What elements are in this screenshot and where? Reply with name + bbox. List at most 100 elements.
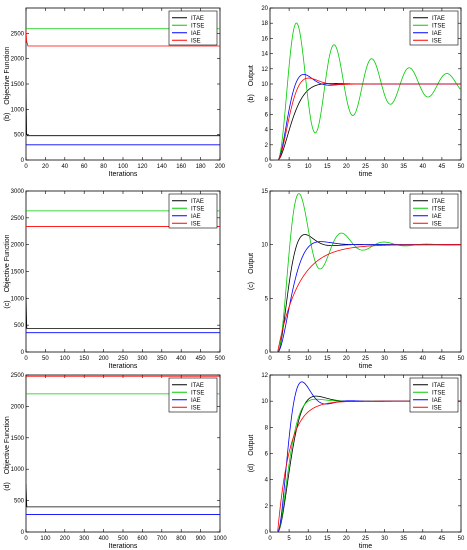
y-axis-label: (b) Output bbox=[248, 65, 255, 103]
y-tick-label: 1500 bbox=[11, 82, 25, 88]
panel-letter: (c) bbox=[4, 300, 11, 308]
y-tick-label: 4 bbox=[265, 478, 269, 484]
panel-letter: (d) bbox=[4, 482, 11, 491]
legend-label: ISE bbox=[432, 38, 442, 44]
legend-box bbox=[409, 193, 459, 229]
legend-label: ISE bbox=[191, 405, 201, 411]
legend-label: IAE bbox=[432, 398, 442, 404]
legend-label: IAE bbox=[432, 31, 442, 37]
y-tick-label: 0 bbox=[265, 350, 269, 356]
x-tick-label: 250 bbox=[118, 356, 129, 362]
legend-box bbox=[168, 193, 218, 229]
y-axis-label: (c) Output bbox=[248, 253, 255, 290]
y-tick-label: 12 bbox=[261, 67, 268, 73]
legend-box bbox=[168, 377, 218, 413]
x-tick-label: 20 bbox=[343, 536, 350, 542]
y-tick-label: 8 bbox=[265, 425, 269, 431]
x-axis-label: Iterations bbox=[109, 363, 138, 370]
x-tick-label: 160 bbox=[176, 164, 187, 170]
y-tick-label: 15 bbox=[261, 189, 268, 195]
x-tick-label: 35 bbox=[400, 164, 407, 170]
legend-box bbox=[168, 10, 218, 46]
x-tick-label: 0 bbox=[268, 164, 272, 170]
y-axis-title: Output bbox=[248, 65, 255, 86]
x-tick-label: 700 bbox=[157, 536, 168, 542]
y-tick-label: 2500 bbox=[11, 216, 25, 222]
legend-label: ITSE bbox=[191, 390, 204, 396]
x-axis-label: time bbox=[359, 171, 372, 178]
x-tick-label: 200 bbox=[99, 356, 110, 362]
y-tick-label: 0 bbox=[21, 530, 25, 536]
series-line-itae bbox=[26, 89, 220, 137]
legend-label: ISE bbox=[191, 221, 201, 227]
x-tick-label: 100 bbox=[40, 536, 51, 542]
legend-box bbox=[409, 10, 459, 46]
y-tick-label: 12 bbox=[261, 373, 268, 379]
legend-box bbox=[409, 377, 459, 413]
x-tick-label: 10 bbox=[305, 356, 312, 362]
legend-label: ITSE bbox=[432, 390, 445, 396]
x-tick-label: 100 bbox=[118, 164, 129, 170]
panel-letter: (b) bbox=[248, 94, 255, 103]
x-tick-label: 10 bbox=[305, 164, 312, 170]
y-axis-title: Objective Function bbox=[4, 47, 11, 105]
x-tick-label: 300 bbox=[137, 356, 148, 362]
y-tick-label: 2000 bbox=[11, 404, 25, 410]
y-tick-label: 500 bbox=[14, 499, 25, 505]
y-tick-label: 1000 bbox=[11, 107, 25, 113]
x-tick-label: 20 bbox=[343, 356, 350, 362]
y-tick-label: 500 bbox=[14, 323, 25, 329]
x-tick-label: 30 bbox=[381, 164, 388, 170]
y-tick-label: 2 bbox=[265, 143, 269, 149]
series-line-itae bbox=[26, 484, 220, 508]
x-tick-label: 5 bbox=[287, 356, 291, 362]
legend-label: ITAE bbox=[191, 199, 204, 205]
y-tick-label: 500 bbox=[14, 133, 25, 139]
chart-obj-b: 0 20 40 60 80 100 120 140 160 180 2000500100015002… bbox=[4, 7, 226, 178]
x-tick-label: 300 bbox=[79, 536, 90, 542]
x-tick-label: 50 bbox=[458, 356, 465, 362]
y-tick-label: 1000 bbox=[11, 296, 25, 302]
legend-label: IAE bbox=[191, 31, 201, 37]
y-tick-label: 1500 bbox=[11, 270, 25, 276]
x-axis-label: Iterations bbox=[109, 171, 138, 178]
legend-label: ISE bbox=[191, 38, 201, 44]
x-tick-label: 200 bbox=[215, 164, 226, 170]
x-tick-label: 45 bbox=[439, 164, 446, 170]
x-tick-label: 10 bbox=[305, 536, 312, 542]
x-tick-label: 50 bbox=[458, 164, 465, 170]
x-tick-label: 20 bbox=[42, 164, 49, 170]
legend-label: ITSE bbox=[191, 206, 204, 212]
series-line-ise bbox=[270, 77, 461, 160]
series-line-ise bbox=[26, 30, 220, 47]
x-tick-label: 0 bbox=[24, 356, 28, 362]
legend-label: ITSE bbox=[432, 23, 445, 29]
y-tick-label: 0 bbox=[265, 530, 269, 536]
y-tick-label: 6 bbox=[265, 452, 269, 458]
series-line-ise bbox=[270, 244, 461, 352]
x-axis-label: time bbox=[359, 543, 372, 550]
x-tick-label: 30 bbox=[381, 536, 388, 542]
y-tick-label: 2000 bbox=[11, 57, 25, 63]
y-tick-label: 8 bbox=[265, 97, 269, 103]
y-tick-label: 4 bbox=[265, 128, 269, 134]
x-tick-label: 45 bbox=[439, 536, 446, 542]
series-line-itse bbox=[270, 22, 461, 160]
y-tick-label: 5 bbox=[265, 296, 269, 302]
y-tick-label: 1500 bbox=[11, 436, 25, 442]
x-tick-label: 15 bbox=[324, 164, 331, 170]
x-tick-label: 800 bbox=[176, 536, 187, 542]
legend-label: ITAE bbox=[191, 383, 204, 389]
y-axis-label: (b) Objective Function bbox=[4, 47, 11, 122]
x-tick-label: 50 bbox=[458, 536, 465, 542]
chart-out-d: 0 5 10 15 20 25 30 35 40 45 50 0 2 4 6 8 10 12 time (d) Outp… bbox=[248, 373, 465, 550]
y-tick-label: 16 bbox=[261, 36, 268, 42]
x-tick-label: 1000 bbox=[213, 536, 227, 542]
x-tick-label: 900 bbox=[196, 536, 207, 542]
y-axis-title: Objective Function bbox=[4, 416, 11, 474]
